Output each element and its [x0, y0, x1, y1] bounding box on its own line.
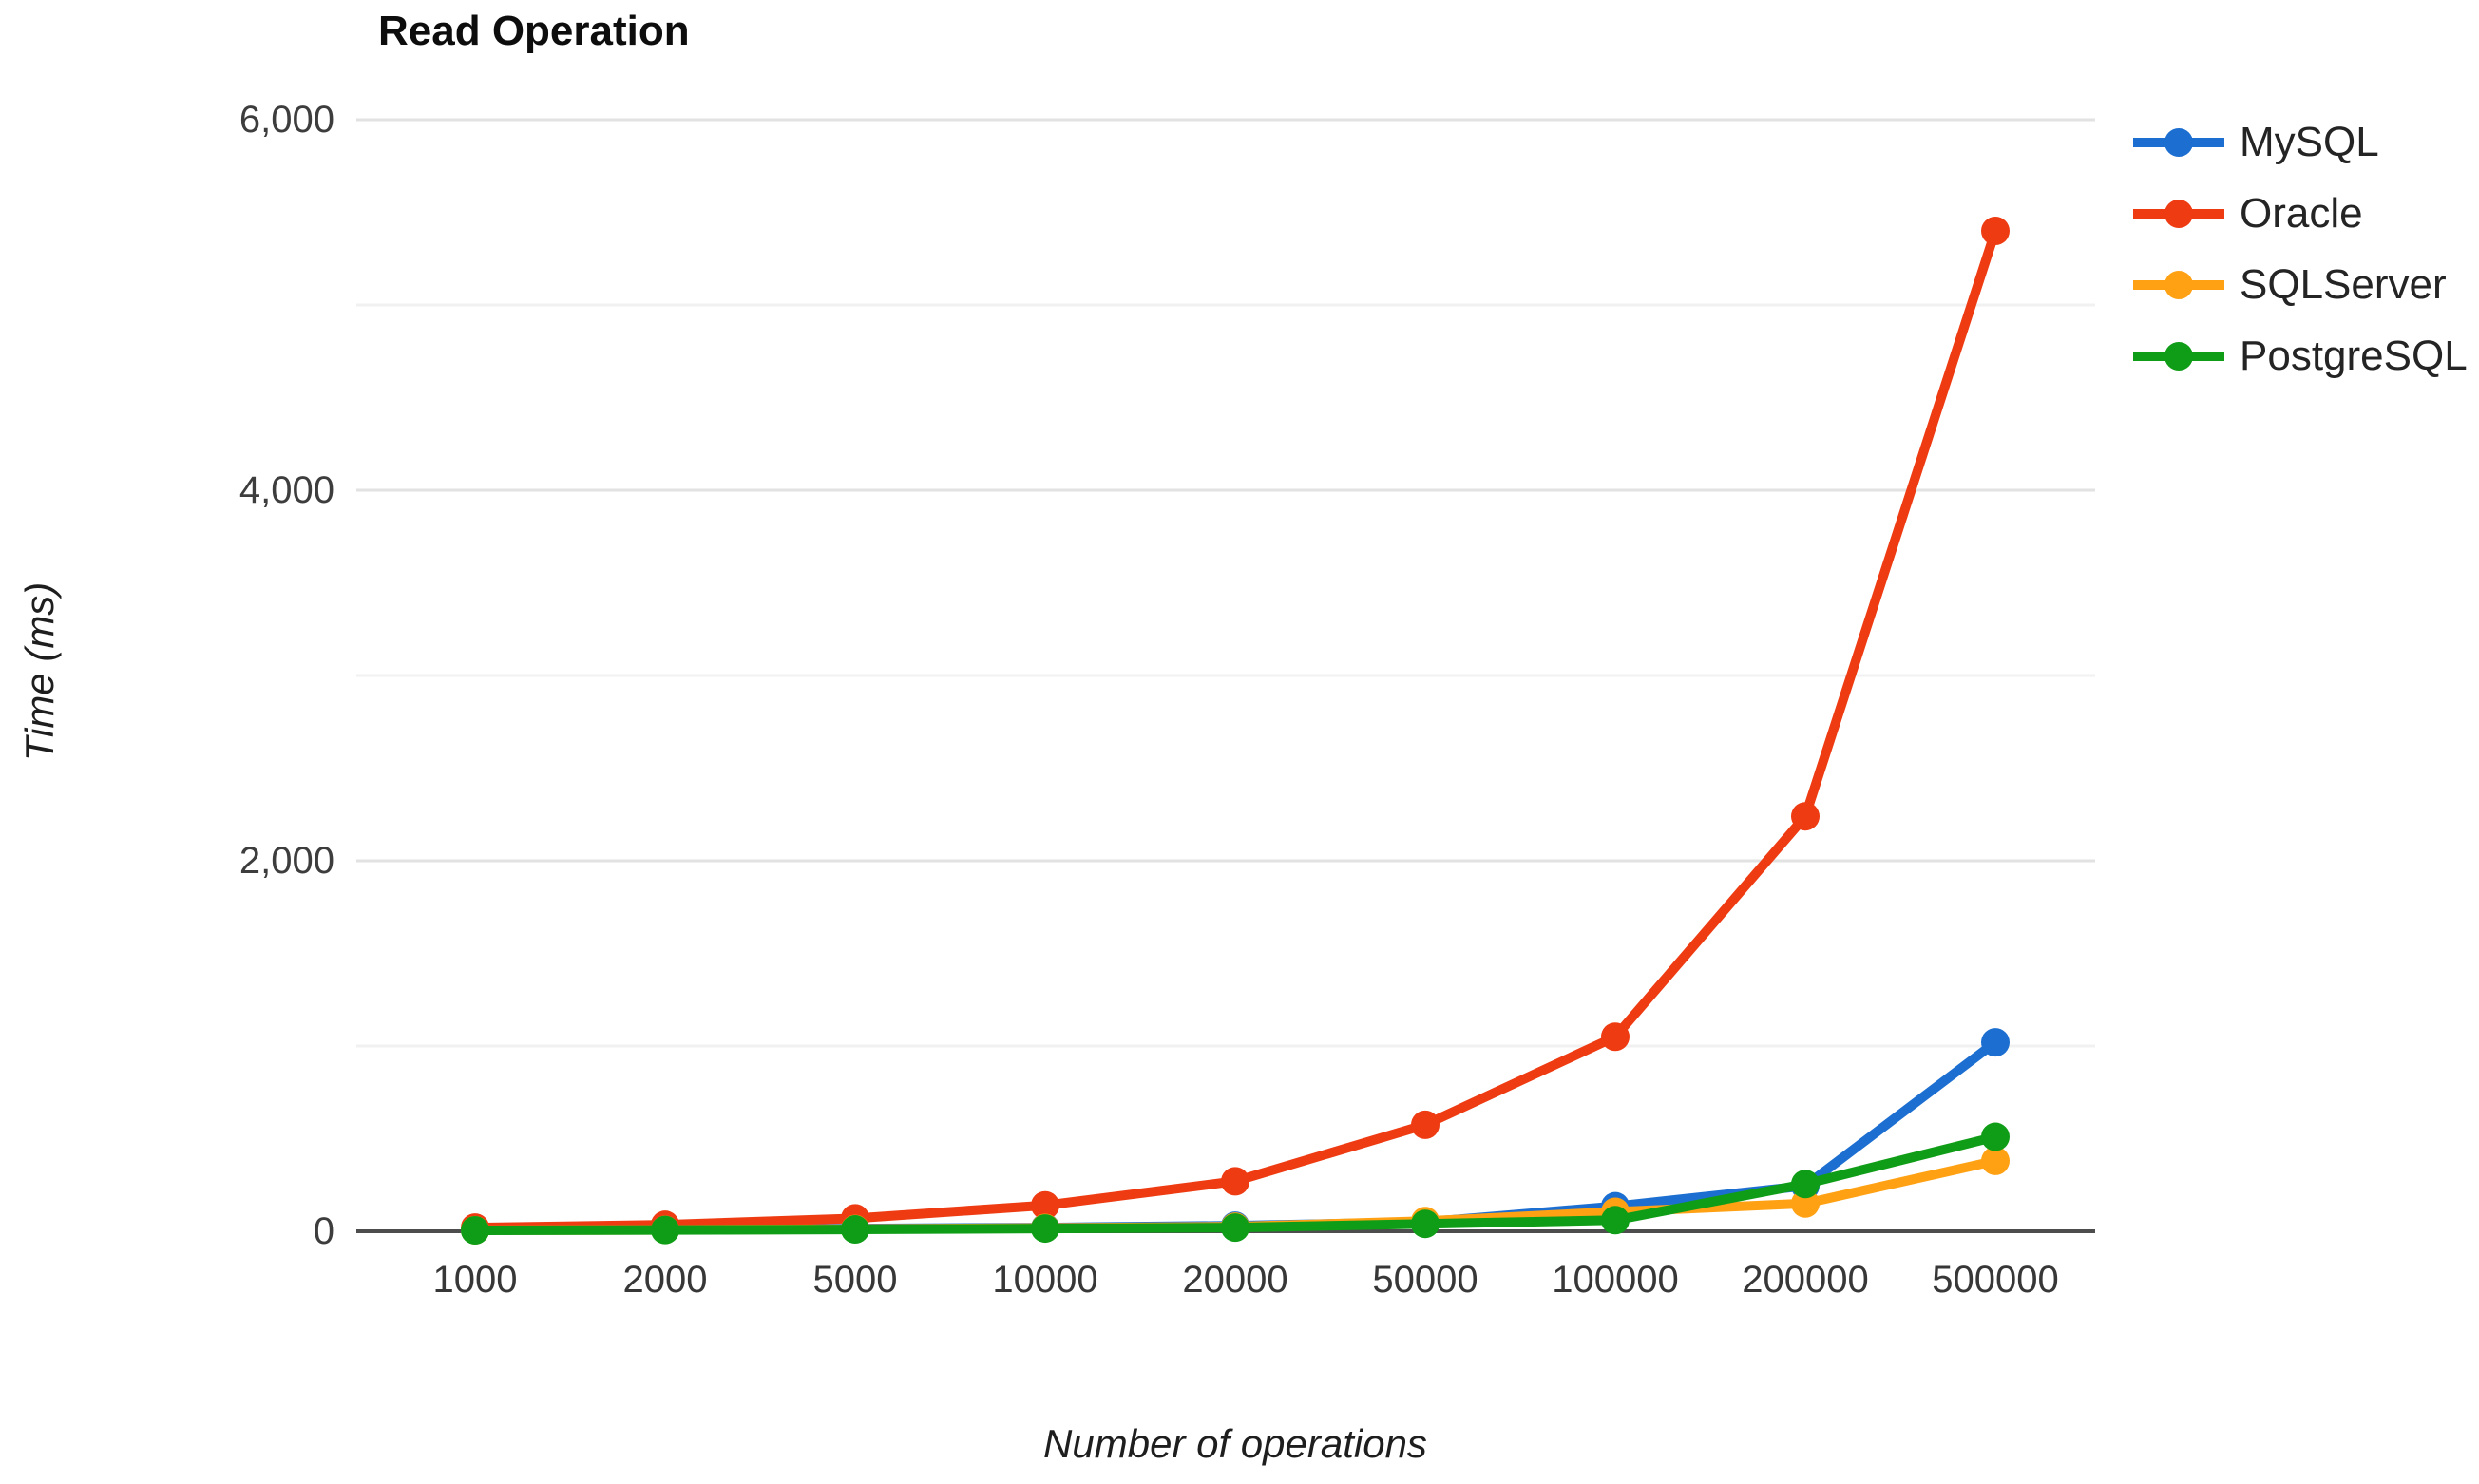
- x-tick-label: 500000: [1932, 1259, 2059, 1301]
- data-point-mysql: [1981, 1028, 2010, 1057]
- legend-label: SQLServer: [2240, 261, 2447, 308]
- data-point-oracle: [1221, 1167, 1249, 1196]
- y-axis-title: Time (ms): [17, 581, 62, 762]
- x-tick-label: 1000: [432, 1259, 518, 1301]
- legend-dot: [2164, 128, 2193, 157]
- y-tick-label: 6,000: [238, 99, 334, 141]
- data-point-postgresql: [841, 1215, 869, 1245]
- data-point-postgresql: [1221, 1213, 1249, 1243]
- legend-dot: [2164, 200, 2193, 228]
- x-tick-label: 20000: [1182, 1259, 1288, 1301]
- x-axis-title: Number of operations: [1043, 1421, 1427, 1466]
- legend-item-oracle: Oracle: [2133, 185, 2363, 242]
- x-tick-label: 100000: [1552, 1259, 1679, 1301]
- data-point-postgresql: [1601, 1206, 1630, 1235]
- data-point-oracle: [1031, 1190, 1059, 1220]
- data-point-postgresql: [461, 1216, 489, 1246]
- data-point-postgresql: [1981, 1122, 2010, 1151]
- legend-swatch-icon: [2133, 128, 2224, 157]
- legend-label: Oracle: [2240, 190, 2363, 237]
- data-point-sqlserver: [1981, 1146, 2010, 1175]
- data-point-postgresql: [651, 1215, 679, 1245]
- data-point-postgresql: [1411, 1209, 1440, 1239]
- x-tick-label: 5000: [812, 1259, 898, 1301]
- data-point-oracle: [1981, 217, 2010, 245]
- legend-item-postgresql: PostgreSQL: [2133, 328, 2468, 385]
- data-point-oracle: [1601, 1022, 1630, 1052]
- y-tick-label: 2,000: [238, 840, 334, 882]
- legend-dot: [2164, 271, 2193, 299]
- x-tick-label: 50000: [1372, 1259, 1478, 1301]
- legend-swatch-icon: [2133, 271, 2224, 299]
- chart-title: Read Operation: [378, 8, 690, 54]
- data-point-oracle: [1791, 802, 1820, 831]
- legend-swatch-icon: [2133, 342, 2224, 371]
- x-tick-label: 10000: [992, 1259, 1098, 1301]
- data-point-postgresql: [1031, 1214, 1059, 1244]
- legend-item-mysql: MySQL: [2133, 114, 2379, 171]
- x-tick-label: 200000: [1742, 1259, 1869, 1301]
- data-point-postgresql: [1791, 1170, 1820, 1199]
- legend-item-sqlserver: SQLServer: [2133, 257, 2447, 314]
- legend-swatch-icon: [2133, 200, 2224, 228]
- legend-label: PostgreSQL: [2240, 333, 2468, 379]
- x-tick-label: 2000: [622, 1259, 708, 1301]
- legend-dot: [2164, 342, 2193, 371]
- series-line-oracle: [470, 226, 2000, 1233]
- y-tick-label: 4,000: [238, 469, 334, 511]
- legend-label: MySQL: [2240, 119, 2379, 165]
- y-tick-label: 0: [313, 1210, 334, 1252]
- data-point-oracle: [1411, 1110, 1440, 1139]
